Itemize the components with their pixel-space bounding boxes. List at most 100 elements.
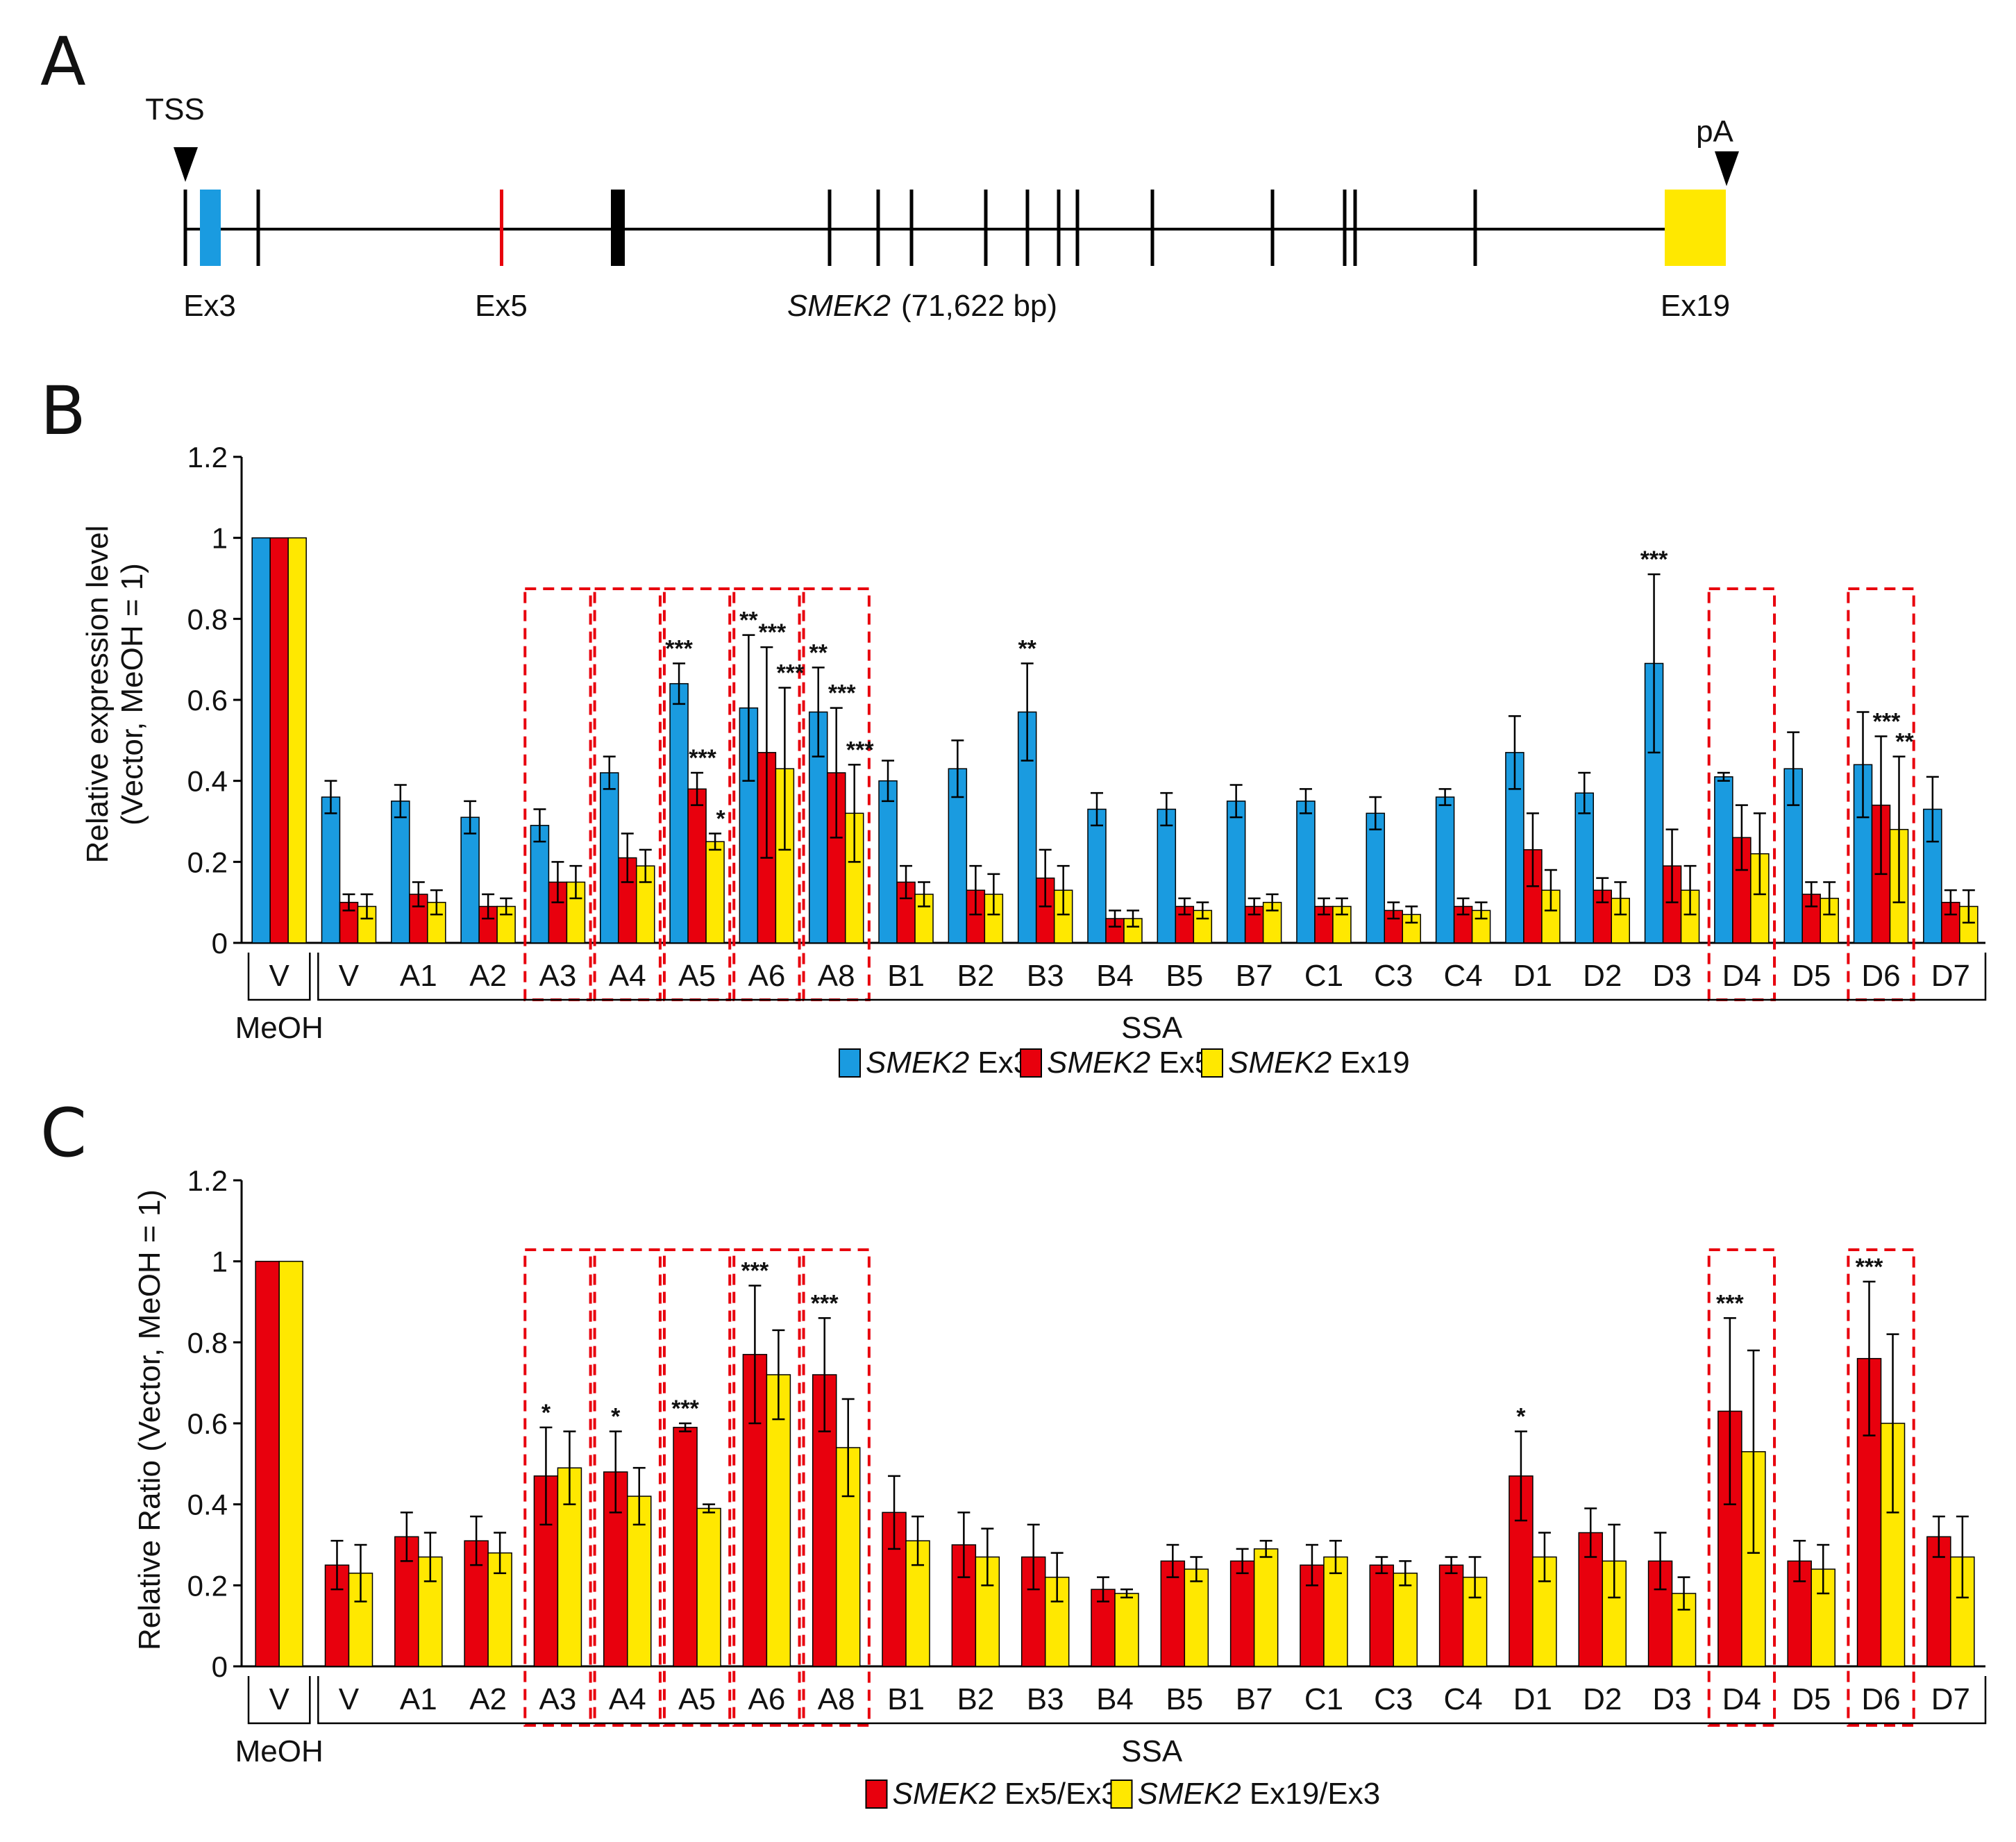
exon-3-box <box>200 190 221 266</box>
bar-smek2-ex3 <box>1714 776 1733 944</box>
x-tick-label: A8 <box>818 959 855 993</box>
x-tick-label: D7 <box>1931 959 1970 993</box>
x-tick-label: B5 <box>1166 1682 1203 1716</box>
bar-smek2-ex19-ex3 <box>696 1507 721 1667</box>
bar-smek2-ex3 <box>1087 808 1107 944</box>
x-tick-label: C4 <box>1443 959 1482 993</box>
bar-smek2-ex5-ex3 <box>1369 1564 1395 1667</box>
y-tick-label: 0.4 <box>187 1489 228 1521</box>
legend-item-suffix: Ex19/Ex3 <box>1241 1777 1381 1811</box>
x-tick-label: D5 <box>1792 1682 1831 1716</box>
legend-item-italic: SMEK2 <box>1138 1777 1241 1811</box>
x-tick-label: V <box>339 959 360 993</box>
legend-swatch <box>839 1048 861 1078</box>
panel-letter-b: B <box>40 372 86 450</box>
legend-item-label: SMEK2 Ex5/Ex3 <box>893 1777 1118 1811</box>
ssa-bracket <box>317 1676 1987 1725</box>
bar-smek2-ex19 <box>705 841 725 944</box>
bar-smek2-ex3 <box>460 817 480 944</box>
x-tick-label: C3 <box>1374 959 1413 993</box>
bar-smek2-ex19-ex3 <box>1114 1593 1139 1667</box>
bar-smek2-ex19-ex3 <box>1393 1573 1418 1667</box>
significance-label: *** <box>828 680 856 707</box>
x-tick-label: B2 <box>957 1682 994 1716</box>
x-tick-label: D3 <box>1652 959 1691 993</box>
significance-label: *** <box>759 619 787 646</box>
tss-label: TSS <box>145 92 205 126</box>
y-tick-label: 0.6 <box>187 684 228 717</box>
x-tick-label: B1 <box>887 959 925 993</box>
y-tick-label: 0.2 <box>187 846 228 878</box>
significance-label: ** <box>1895 729 1914 755</box>
legend-item-italic: SMEK2 <box>893 1777 996 1811</box>
y-tick-label: 1.2 <box>187 441 228 474</box>
x-tick-label: D7 <box>1931 1682 1970 1716</box>
x-tick-label: V <box>269 959 289 993</box>
x-tick-label: B7 <box>1236 1682 1273 1716</box>
bar-smek2-ex19 <box>844 812 864 944</box>
legend-item-italic: SMEK2 <box>1047 1046 1150 1080</box>
panel-c-chart: C Relative Ratio (Vector, MeOH = 1) 0 0.2… <box>40 1094 1987 1811</box>
y-axis-label-line1: Relative Ratio (Vector, MeOH = 1) <box>133 1189 167 1650</box>
panel-letter-c: C <box>40 1094 87 1172</box>
significance-label: ** <box>1018 636 1036 662</box>
x-tick-label: B5 <box>1166 959 1203 993</box>
significance-label: *** <box>741 1258 769 1284</box>
legend-swatch <box>1201 1048 1223 1078</box>
y-tick-label: 0 <box>212 927 228 960</box>
x-tick-label: D6 <box>1861 1682 1900 1716</box>
y-tick-label: 0.6 <box>187 1407 228 1440</box>
x-tick-label: A4 <box>609 1682 646 1716</box>
x-tick-label: C1 <box>1304 1682 1343 1716</box>
y-tick-label: 0.8 <box>187 1326 228 1359</box>
gene-length-label: (71,622 bp) <box>901 289 1057 323</box>
panel-b-chart: B Relative expression level (Vector, MeO… <box>40 372 1987 1080</box>
x-tick-label: A5 <box>678 959 716 993</box>
legend-item-suffix: Ex19 <box>1332 1046 1410 1080</box>
group-label-ssa: SSA <box>1121 1011 1183 1045</box>
pa-label: pA <box>1696 115 1733 149</box>
bar-smek2-ex5 <box>269 537 289 944</box>
legend-item-label: SMEK2 Ex3 <box>866 1046 1030 1080</box>
x-tick-label: C4 <box>1443 1682 1482 1716</box>
legend-item-italic: SMEK2 <box>866 1046 969 1080</box>
bar-smek2-ex3 <box>1296 801 1316 944</box>
bar-smek2-ex5-ex3 <box>1160 1560 1186 1667</box>
bar-smek2-ex3 <box>530 825 550 944</box>
bar-smek2-ex19-ex3 <box>766 1374 791 1667</box>
bar-smek2-ex5-ex3 <box>1229 1560 1255 1667</box>
y-axis-label-line1: Relative expression level <box>81 526 115 864</box>
x-tick-label: D4 <box>1722 1682 1761 1716</box>
bar-smek2-ex5-ex3 <box>1438 1564 1464 1667</box>
group-label-meoh: MeOH <box>235 1011 324 1045</box>
y-tick-label: 1 <box>212 522 228 555</box>
x-tick-label: A2 <box>469 959 507 993</box>
bar-smek2-ex3 <box>878 780 898 944</box>
x-tick-label: B3 <box>1027 959 1064 993</box>
exon-wide-black <box>611 190 625 266</box>
bar-smek2-ex5-ex3 <box>1926 1536 1951 1667</box>
y-axis-label: Relative expression level (Vector, MeOH … <box>81 526 149 864</box>
legend-item-label: SMEK2 Ex5 <box>1047 1046 1211 1080</box>
legend-item-label: SMEK2 Ex19 <box>1228 1046 1410 1080</box>
pa-arrow-icon <box>1715 151 1739 186</box>
bar-smek2-ex3 <box>1505 752 1524 944</box>
bar-smek2-ex3 <box>391 801 410 944</box>
bar-smek2-ex3 <box>1366 812 1386 944</box>
significance-label: * <box>1516 1404 1526 1430</box>
x-tick-label: D1 <box>1513 959 1552 993</box>
group-label-meoh: MeOH <box>235 1734 324 1768</box>
x-tick-label: A3 <box>539 959 577 993</box>
y-tick-label: 0.8 <box>187 603 228 635</box>
y-tick-label: 1 <box>212 1246 228 1278</box>
gene-name-label: SMEK2 <box>787 289 891 323</box>
x-tick-label: D2 <box>1583 1682 1622 1716</box>
bar-smek2-ex5-ex3 <box>1856 1357 1882 1667</box>
significance-label: * <box>611 1404 621 1430</box>
bar-smek2-ex19-ex3 <box>278 1260 303 1667</box>
significance-label: * <box>541 1400 551 1426</box>
x-tick-label: D6 <box>1861 959 1900 993</box>
meoh-bracket <box>247 953 311 1001</box>
significance-label: ** <box>739 608 758 634</box>
legend-item-italic: SMEK2 <box>1228 1046 1332 1080</box>
